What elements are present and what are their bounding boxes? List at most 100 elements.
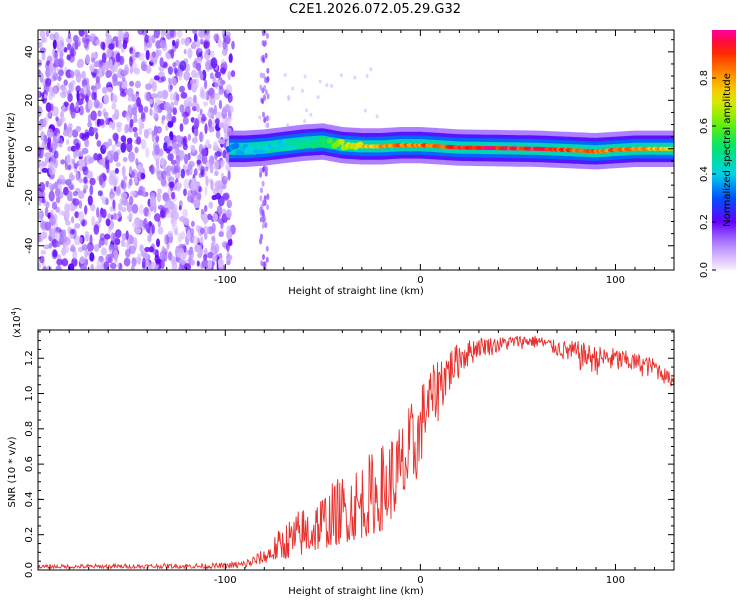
spectrogram-noise-cell xyxy=(230,70,236,78)
snr-axes: -100 0 100 0.0 0.2 0.4 0.6 0.8 1.0 1.2 xyxy=(24,330,675,586)
spectrogram-noise-cell xyxy=(216,205,223,217)
spectrogram-noise-cell xyxy=(303,74,307,79)
spectrogram-noise-cell xyxy=(43,265,47,270)
spectrogram-noise-cell xyxy=(176,30,183,39)
spectrogram-noise-cell xyxy=(263,195,267,202)
spectrogram-noise-cell xyxy=(56,42,63,54)
spectrogram-noise-cell xyxy=(213,141,219,150)
spectrogram-noise-cell xyxy=(353,75,357,80)
spectrogram-noise-cell xyxy=(167,66,173,75)
spectrogram-noise-cell xyxy=(173,99,179,106)
snr-ylabel: SNR (10 * v/v) xyxy=(7,436,18,507)
spectrogram-noise-cell xyxy=(122,242,129,248)
spectrogram-noise-cell xyxy=(109,59,113,70)
spectrogram-noise-cell xyxy=(155,135,160,143)
spectrogram-noise-cell xyxy=(39,255,45,264)
spectrogram-noise-cell xyxy=(136,96,142,107)
spectrogram-noise-cell xyxy=(259,206,263,213)
page-title: C2E1.2026.072.05.29.G32 xyxy=(288,2,462,17)
spectrogram-noise-cell xyxy=(129,195,134,205)
snr-line xyxy=(38,335,674,570)
spectrogram-noise-cell xyxy=(98,212,102,223)
spectrogram-noise-cell xyxy=(111,93,118,104)
snr-xtick-label: 0 xyxy=(417,575,423,586)
spectrogram-noise-cell xyxy=(137,253,141,263)
spectrogram-noise-cell xyxy=(172,224,179,232)
colorbar-tick-label: 0.6 xyxy=(699,118,710,134)
spectrogram-noise-cell xyxy=(214,71,222,79)
spectrogram-noise-cell xyxy=(39,219,45,229)
spectrogram-noise-cell xyxy=(137,171,143,182)
spectrogram-noise-cell xyxy=(129,56,133,67)
spectrogram-noise-cell xyxy=(227,170,231,181)
spectrogram-noise-cell xyxy=(196,159,202,165)
spectrogram-noise-cell xyxy=(203,41,210,49)
spectrogram-noise-cell xyxy=(218,122,225,129)
spectrogram-noise-cell xyxy=(160,260,165,269)
spectrogram-noise-cell xyxy=(82,188,87,194)
snr-exponent: (x104) xyxy=(10,307,23,338)
spectrogram-noise-cell xyxy=(188,163,193,171)
spectrogram-noise-cell xyxy=(172,141,177,149)
spectrogram-noise-cell xyxy=(131,49,137,58)
spectrogram-noise-cell xyxy=(190,259,195,266)
spectrogram-noise-cell xyxy=(115,52,121,63)
spectrogram-noise-cell xyxy=(66,72,72,79)
spectrogram-noise-cell xyxy=(39,72,44,83)
spectrogram-noise-cell xyxy=(167,230,174,238)
spectrogram-noise-cell xyxy=(109,253,114,259)
spectrogram-noise-cell xyxy=(45,30,50,37)
spectrogram-noise-cell xyxy=(165,124,169,132)
spectrogram-noise-cell xyxy=(213,160,219,171)
spectrogram-noise-cell xyxy=(121,206,127,213)
spectrogram-noise-cell xyxy=(225,152,230,164)
spectrogram-noise-cell xyxy=(41,197,46,204)
spectrogram-noise-cell xyxy=(58,69,64,77)
spectrogram-noise-cell xyxy=(132,222,136,228)
spectrogram-noise-cell xyxy=(111,102,117,111)
spectrogram-noise-cell xyxy=(87,113,92,125)
spectrogram-noise-cell xyxy=(213,104,217,115)
spectrogram-noise-cell xyxy=(261,98,265,105)
spectrogram-noise-cell xyxy=(56,36,64,45)
spectrogram-noise-cell xyxy=(209,163,214,174)
spectrogram-noise-cell xyxy=(58,209,64,216)
spectrogram-noise-cell xyxy=(178,265,185,270)
spectrogram-noise-cell xyxy=(264,89,268,96)
spectrogram-noise-cell xyxy=(139,244,144,253)
spectrogram-noise-cell xyxy=(228,94,234,103)
spectrogram-noise-cell xyxy=(193,198,201,209)
spectrogram-noise-cell xyxy=(142,257,146,269)
spectrogram-noise-cell xyxy=(200,91,208,100)
spectrogram-noise-cell xyxy=(143,44,148,52)
spectrogram-noise-cell xyxy=(40,249,47,255)
spectrogram-noise-cell xyxy=(187,229,191,240)
spectrogram-noise-cell xyxy=(41,161,48,167)
spectrogram-ytick-label: -40 xyxy=(24,238,35,254)
spectrogram-noise-cell xyxy=(56,258,63,266)
spectrogram-noise-cell xyxy=(107,213,112,219)
spectrogram-noise-cell xyxy=(133,176,138,184)
spectrogram-noise-cell xyxy=(108,43,115,50)
spectrogram-noise-cell xyxy=(266,204,270,211)
spectrogram-noise-cell xyxy=(91,91,97,101)
spectrogram-noise-cell xyxy=(108,243,115,251)
spectrogram-noise-cell xyxy=(72,249,78,261)
spectrogram-noise-cell xyxy=(69,174,75,181)
spectrogram-noise-cell xyxy=(84,249,88,259)
spectrogram-noise-cell xyxy=(97,190,103,197)
spectrogram-noise-cell xyxy=(283,73,287,77)
spectrogram-noise-cell xyxy=(117,39,122,49)
spectrogram-noise-cell xyxy=(210,179,214,191)
spectrogram-noise-cell xyxy=(81,70,86,80)
spectrogram-noise-cell xyxy=(186,37,191,46)
spectrogram-noise-cell xyxy=(115,162,121,167)
spectrogram-noise-cell xyxy=(38,69,42,75)
spectrogram-noise-cell xyxy=(74,40,79,50)
spectrogram-noise-cell xyxy=(156,192,162,203)
snr-ytick-label: 1.0 xyxy=(24,386,35,402)
spectrogram-xtick-label: 0 xyxy=(417,275,423,286)
spectrogram-noise-cell xyxy=(214,181,221,191)
spectrogram-noise-cell xyxy=(263,117,267,124)
spectrogram-noise-cell xyxy=(43,93,48,99)
